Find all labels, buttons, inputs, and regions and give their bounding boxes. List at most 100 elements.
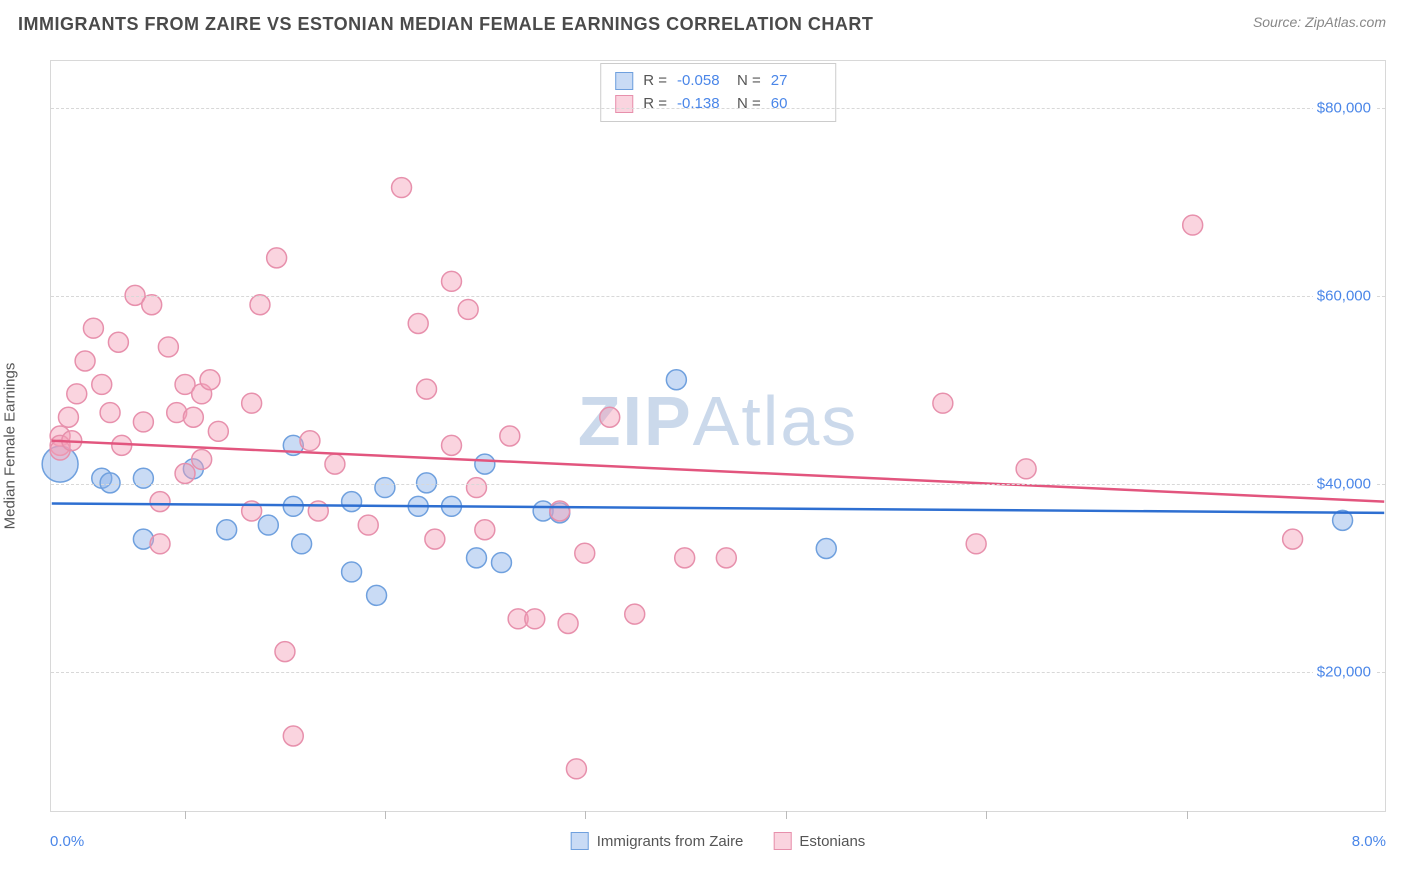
source-label: Source: ZipAtlas.com [1253,14,1386,30]
data-point [67,384,87,404]
data-point [258,515,278,535]
data-point [92,374,112,394]
data-point [183,407,203,427]
data-point [208,421,228,441]
data-point [492,553,512,573]
data-point [133,412,153,432]
legend-swatch [773,832,791,850]
chart-title: IMMIGRANTS FROM ZAIRE VS ESTONIAN MEDIAN… [18,14,873,35]
data-point [308,501,328,521]
data-point [475,520,495,540]
legend-swatch [615,72,633,90]
n-value: 27 [771,70,821,93]
data-point [158,337,178,357]
gridline [51,296,1385,297]
r-value: -0.058 [677,70,727,93]
x-tick-mark [585,811,586,819]
data-point [175,464,195,484]
data-point [292,534,312,554]
data-point [342,562,362,582]
legend-label: Estonians [799,833,865,850]
trend-line [52,441,1384,502]
stats-legend: R =-0.058N =27R =-0.138N =60 [600,63,836,122]
data-point [358,515,378,535]
r-label: R = [643,93,667,116]
data-point [417,473,437,493]
data-point [816,539,836,559]
data-point [325,454,345,474]
y-tick-label: $20,000 [1313,664,1375,681]
r-value: -0.138 [677,93,727,116]
data-point [200,370,220,390]
data-point [625,604,645,624]
gridline [51,108,1385,109]
data-point [1016,459,1036,479]
data-point [675,548,695,568]
data-point [150,534,170,554]
data-point [392,178,412,198]
data-point [417,379,437,399]
data-point [558,614,578,634]
data-point [217,520,237,540]
data-point [242,393,262,413]
x-axis-row: 0.0% 8.0% Immigrants from ZaireEstonians [50,822,1386,862]
gridline [51,672,1385,673]
data-point [458,299,478,319]
n-value: 60 [771,93,821,116]
data-point [933,393,953,413]
data-point [283,726,303,746]
x-tick-mark [385,811,386,819]
legend-label: Immigrants from Zaire [597,833,744,850]
bottom-legend: Immigrants from Zaire Estonians [571,832,866,850]
data-point [442,271,462,291]
legend-item: Estonians [773,832,865,850]
data-point [467,478,487,498]
x-max-label: 8.0% [1352,833,1386,850]
data-point [442,435,462,455]
x-tick-mark [986,811,987,819]
data-point [716,548,736,568]
data-point [150,492,170,512]
x-tick-mark [786,811,787,819]
data-point [966,534,986,554]
gridline [51,484,1385,485]
y-tick-label: $40,000 [1313,476,1375,493]
y-axis-label: Median Female Earnings [2,363,19,530]
data-point [1183,215,1203,235]
plot-area: ZIPAtlas R =-0.058N =27R =-0.138N =60 $2… [50,60,1386,812]
data-point [1283,529,1303,549]
legend-item: Immigrants from Zaire [571,832,744,850]
stats-row: R =-0.138N =60 [615,93,821,116]
data-point [525,609,545,629]
legend-swatch [615,95,633,113]
data-point [367,585,387,605]
data-point [100,403,120,423]
data-point [192,449,212,469]
data-point [133,468,153,488]
x-tick-mark [1187,811,1188,819]
y-tick-label: $60,000 [1313,288,1375,305]
data-point [75,351,95,371]
data-point [600,407,620,427]
data-point [58,407,78,427]
data-point [500,426,520,446]
data-point [566,759,586,779]
data-point [267,248,287,268]
data-point [342,492,362,512]
r-label: R = [643,70,667,93]
y-tick-label: $80,000 [1313,100,1375,117]
data-point [475,454,495,474]
data-point [108,332,128,352]
scatter-svg [51,61,1385,811]
data-point [575,543,595,563]
x-tick-mark [185,811,186,819]
data-point [100,473,120,493]
data-point [408,314,428,334]
data-point [142,295,162,315]
data-point [250,295,270,315]
n-label: N = [737,70,761,93]
data-point [467,548,487,568]
data-point [83,318,103,338]
data-point [550,501,570,521]
data-point [275,642,295,662]
